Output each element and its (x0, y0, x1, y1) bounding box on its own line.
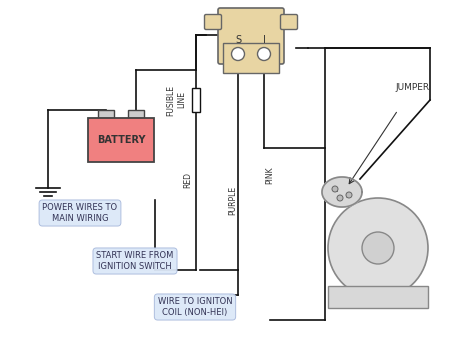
Text: START WIRE FROM
IGNITION SWITCH: START WIRE FROM IGNITION SWITCH (96, 251, 173, 271)
Bar (128, 110, 144, 118)
Text: S: S (235, 35, 241, 45)
Text: S: S (346, 194, 350, 199)
FancyBboxPatch shape (204, 15, 221, 29)
Bar (192, 88, 200, 112)
Circle shape (328, 198, 428, 298)
Bar (88, 118, 154, 162)
Text: RED: RED (183, 172, 192, 188)
Circle shape (337, 195, 343, 201)
Text: BATTERY: BATTERY (97, 135, 145, 145)
Text: WIRE TO IGNITON
COIL (NON-HEI): WIRE TO IGNITON COIL (NON-HEI) (158, 297, 232, 317)
Text: POWER WIRES TO
MAIN WIRING: POWER WIRES TO MAIN WIRING (43, 203, 118, 223)
Polygon shape (322, 177, 362, 207)
Circle shape (332, 186, 338, 192)
Text: PURPLE: PURPLE (228, 185, 237, 215)
Circle shape (346, 192, 352, 198)
FancyBboxPatch shape (218, 8, 284, 64)
Bar (98, 110, 114, 118)
Text: I: I (263, 35, 265, 45)
Circle shape (231, 47, 245, 61)
Text: PINK: PINK (265, 166, 274, 184)
Circle shape (257, 47, 271, 61)
Text: FUSIBLE
LINE: FUSIBLE LINE (166, 85, 186, 115)
FancyBboxPatch shape (223, 43, 279, 73)
Text: JUMPER: JUMPER (395, 84, 429, 92)
Text: R: R (334, 188, 338, 193)
Bar (328, 286, 428, 308)
Circle shape (362, 232, 394, 264)
FancyBboxPatch shape (281, 15, 298, 29)
